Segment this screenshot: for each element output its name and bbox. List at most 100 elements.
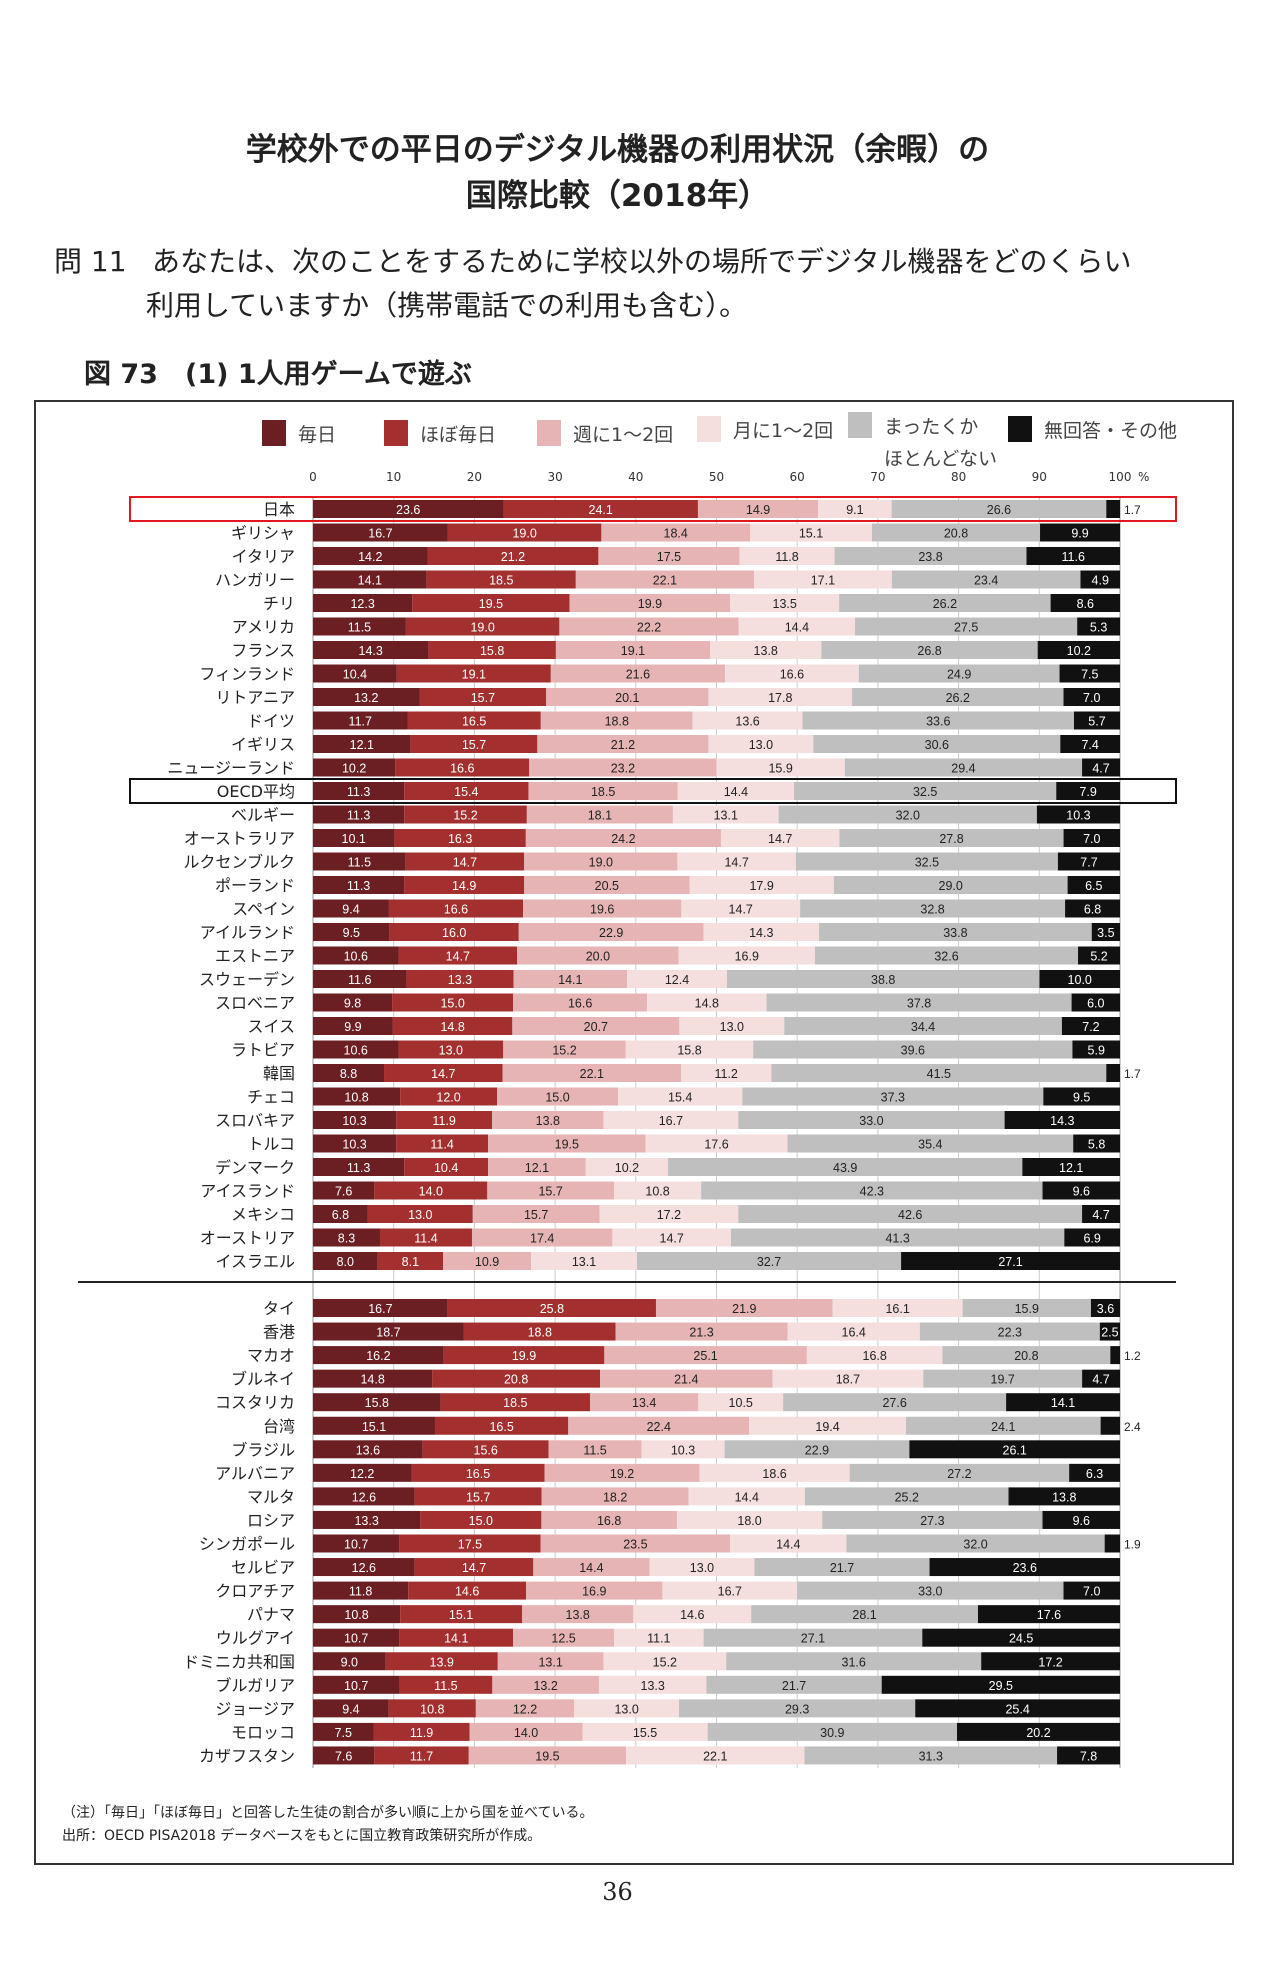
bar-segment: [313, 1158, 405, 1176]
bar-segment: [1063, 829, 1120, 847]
data-label: 42.3: [860, 1185, 884, 1199]
data-label: 19.1: [621, 644, 645, 658]
data-label: 21.7: [782, 1679, 806, 1693]
data-label: 16.2: [366, 1349, 390, 1363]
bar-segment: [440, 1393, 591, 1412]
data-label: 21.2: [611, 738, 635, 752]
bar-segment: [750, 523, 873, 542]
bar-segment: [662, 1581, 798, 1600]
country-label: セルビア: [231, 1558, 295, 1577]
data-label: 32.7: [757, 1255, 781, 1269]
data-label: 21.6: [626, 668, 650, 682]
bar-segment: [778, 805, 1037, 824]
data-label: 19.0: [512, 527, 536, 541]
bar-segment: [590, 1393, 699, 1412]
country-label: オーストリア: [200, 1229, 295, 1248]
bar-segment: [407, 711, 541, 730]
bar-segment: [839, 829, 1064, 847]
bar-segment: [469, 1722, 583, 1741]
data-label: 15.9: [768, 762, 792, 776]
data-label: 33.0: [918, 1585, 942, 1599]
bar-segment: [434, 1416, 569, 1435]
data-label: 24.9: [947, 668, 971, 682]
data-label: 10.2: [342, 762, 366, 776]
data-label: 14.3: [749, 926, 773, 940]
data-label: 14.4: [735, 1490, 759, 1504]
data-label: 10.0: [1068, 973, 1092, 987]
data-label: 17.5: [458, 1538, 482, 1552]
bar-segment: [422, 1440, 549, 1459]
data-label: 14.8: [360, 1373, 384, 1387]
bar-segment: [771, 1064, 1107, 1082]
data-label: 19.0: [589, 856, 613, 870]
data-label: 7.0: [1083, 691, 1100, 705]
data-label: 13.0: [439, 1044, 463, 1058]
page-title-line2: 国際比較（2018年）: [465, 178, 770, 214]
country-label: リトアニア: [215, 688, 295, 707]
data-label: 12.4: [665, 973, 689, 987]
data-label: 24.1: [589, 503, 613, 517]
bar-segment: [313, 970, 407, 988]
data-label: 16.4: [842, 1326, 866, 1340]
data-label: 7.5: [1081, 668, 1098, 682]
country-label: ギリシャ: [231, 524, 295, 543]
bar-segment: [730, 1534, 847, 1553]
bar-segment: [313, 1299, 448, 1317]
bar-segment: [313, 1087, 401, 1106]
legend-swatch: [1008, 416, 1032, 442]
legend-swatch: [537, 420, 561, 446]
bar-segment: [313, 805, 405, 824]
data-label: 13.3: [448, 973, 472, 987]
bar-segment: [804, 1487, 1009, 1506]
country-label: スロベニア: [215, 994, 295, 1013]
data-label: 16.7: [368, 1302, 392, 1316]
data-label: 15.7: [538, 1185, 562, 1199]
x-tick-label: 70: [870, 470, 885, 484]
bar-segment: [472, 1205, 600, 1223]
bar-segment: [471, 1228, 613, 1247]
bar-segment: [797, 1581, 1064, 1600]
data-label: 22.1: [580, 1067, 604, 1081]
country-label: スペイン: [232, 900, 295, 919]
bar-segment: [720, 829, 840, 847]
bar-segment: [541, 1487, 689, 1506]
data-label: 14.7: [729, 903, 753, 917]
bar-segment: [488, 1158, 586, 1176]
data-label: 25.2: [895, 1490, 919, 1504]
bar-segment: [526, 1581, 663, 1600]
bar-segment: [313, 876, 405, 894]
data-label: 22.9: [599, 926, 623, 940]
bar-segment: [844, 758, 1083, 777]
data-label: 41.5: [927, 1067, 951, 1081]
bar-segment: [627, 970, 727, 988]
data-label: 7.0: [1083, 832, 1100, 846]
bar-segment: [399, 1628, 514, 1647]
country-label: デンマーク: [215, 1158, 295, 1177]
country-label: アイスランド: [200, 1182, 295, 1201]
data-label: 19.7: [991, 1373, 1015, 1387]
data-label: 17.4: [530, 1232, 554, 1246]
bar-segment: [724, 664, 859, 683]
data-label: 10.3: [342, 1114, 366, 1128]
data-label: 20.8: [1014, 1349, 1038, 1363]
data-label: 15.0: [545, 1091, 569, 1105]
data-label: 19.2: [610, 1467, 634, 1481]
bar-segment: [406, 970, 514, 988]
bar-segment: [373, 1722, 470, 1741]
bar-segment: [1042, 1510, 1120, 1529]
country-label: スイス: [247, 1017, 295, 1036]
bar-segment: [703, 923, 819, 941]
data-label: 3.6: [1097, 1302, 1114, 1316]
data-label: 16.8: [597, 1514, 621, 1528]
legend-swatch: [697, 416, 721, 442]
data-label: 35.4: [918, 1138, 942, 1152]
bar-segment: [1037, 641, 1120, 659]
bar-segment: [1057, 852, 1120, 871]
data-label: 13.8: [536, 1114, 560, 1128]
legend-label: 週に1〜2回: [573, 424, 674, 446]
data-label: 15.1: [362, 1420, 386, 1434]
bar-segment: [599, 1205, 739, 1223]
data-label: 26.2: [946, 691, 970, 705]
bar-segment: [891, 570, 1081, 589]
country-label: メキシコ: [231, 1205, 295, 1224]
